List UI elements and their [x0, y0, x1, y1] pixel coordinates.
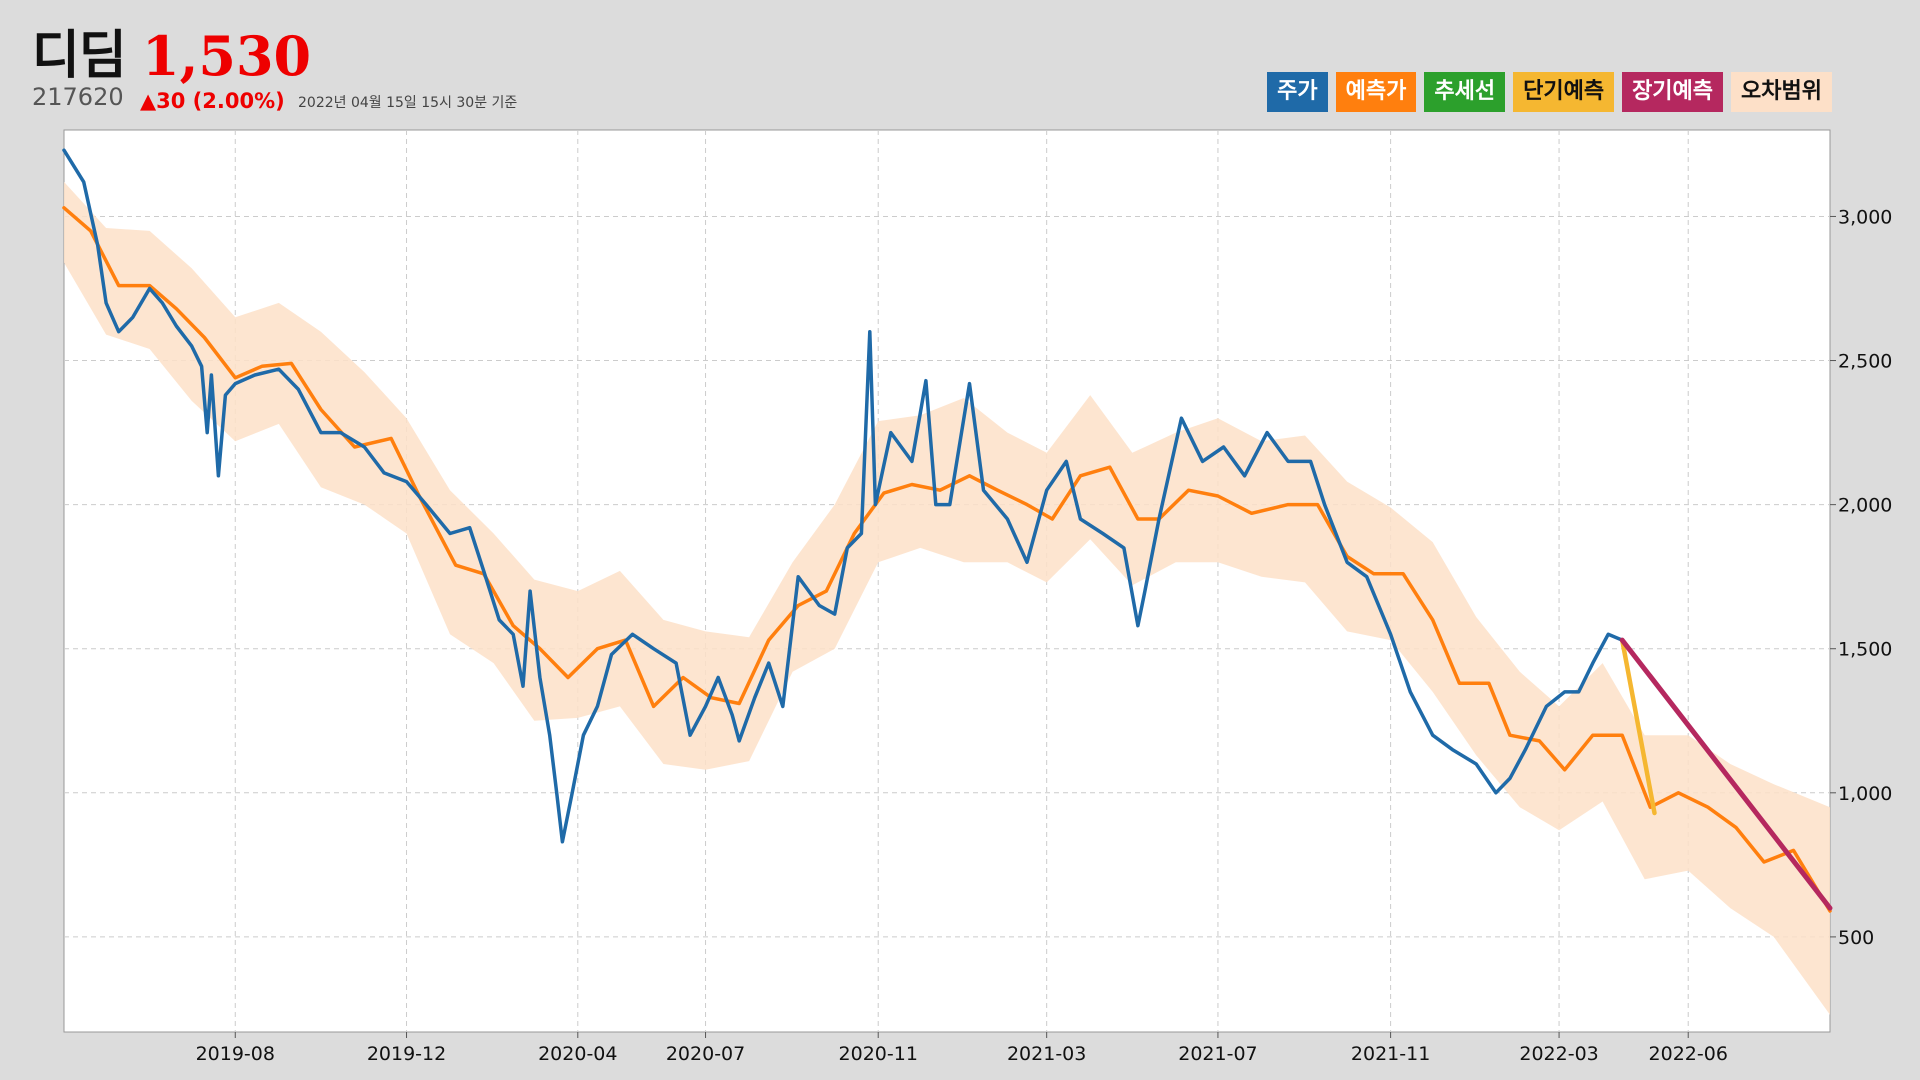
y-tick-label: 1,500 — [1838, 639, 1892, 661]
legend-trendline[interactable]: 추세선 — [1424, 72, 1506, 112]
y-tick-label: 2,500 — [1838, 351, 1892, 373]
stock-price: 1,530 — [142, 24, 312, 88]
x-axis: 2019-08 2019-12 2020-04 2020-07 2020-11 2021-… — [196, 1032, 1728, 1065]
legend-price[interactable]: 주가 — [1267, 72, 1328, 112]
short-term-forecast-line — [1619, 637, 1657, 816]
chart-legend: 주가 예측가 추세선 단기예측 장기예측 오차범위 — [1267, 72, 1832, 112]
x-tick-label: 2019-08 — [196, 1043, 275, 1065]
plot-area — [63, 129, 1831, 1033]
y-tick-label: 3,000 — [1838, 206, 1892, 228]
x-tick-label: 2021-03 — [1007, 1043, 1086, 1065]
x-tick-label: 2022-03 — [1519, 1043, 1598, 1065]
y-tick-label: 2,000 — [1838, 495, 1892, 517]
x-tick-label: 2020-04 — [538, 1043, 617, 1065]
x-tick-label: 2019-12 — [367, 1043, 446, 1065]
stock-header: 디딤 1,530 217620 ▲30 (2.00%) 2022년 04월 15… — [30, 22, 830, 122]
timestamp: 2022년 04월 15일 15시 30분 기준 — [298, 95, 518, 111]
stock-name: 디딤 — [32, 26, 127, 86]
price-change: ▲30 (2.00%) — [140, 89, 285, 113]
x-tick-label: 2021-11 — [1351, 1043, 1430, 1065]
x-tick-label: 2022-06 — [1649, 1043, 1728, 1065]
legend-short-term-forecast[interactable]: 단기예측 — [1513, 72, 1615, 112]
legend-forecast[interactable]: 예측가 — [1335, 72, 1417, 112]
series-layer — [62, 148, 1833, 1015]
legend-error-range[interactable]: 오차범위 — [1731, 72, 1832, 112]
long-term-forecast-line — [1619, 637, 1833, 911]
y-axis: 500 1,000 1,500 2,000 2,500 3,000 — [1830, 206, 1892, 949]
x-tick-label: 2020-07 — [666, 1043, 745, 1065]
x-tick-label: 2020-11 — [839, 1043, 918, 1065]
x-tick-label: 2021-07 — [1178, 1043, 1257, 1065]
y-tick-label: 1,000 — [1838, 783, 1892, 805]
price-line — [62, 148, 1624, 844]
stock-code: 217620 — [32, 83, 124, 111]
y-tick-label: 500 — [1838, 927, 1874, 949]
legend-long-term-forecast[interactable]: 장기예측 — [1622, 72, 1724, 112]
